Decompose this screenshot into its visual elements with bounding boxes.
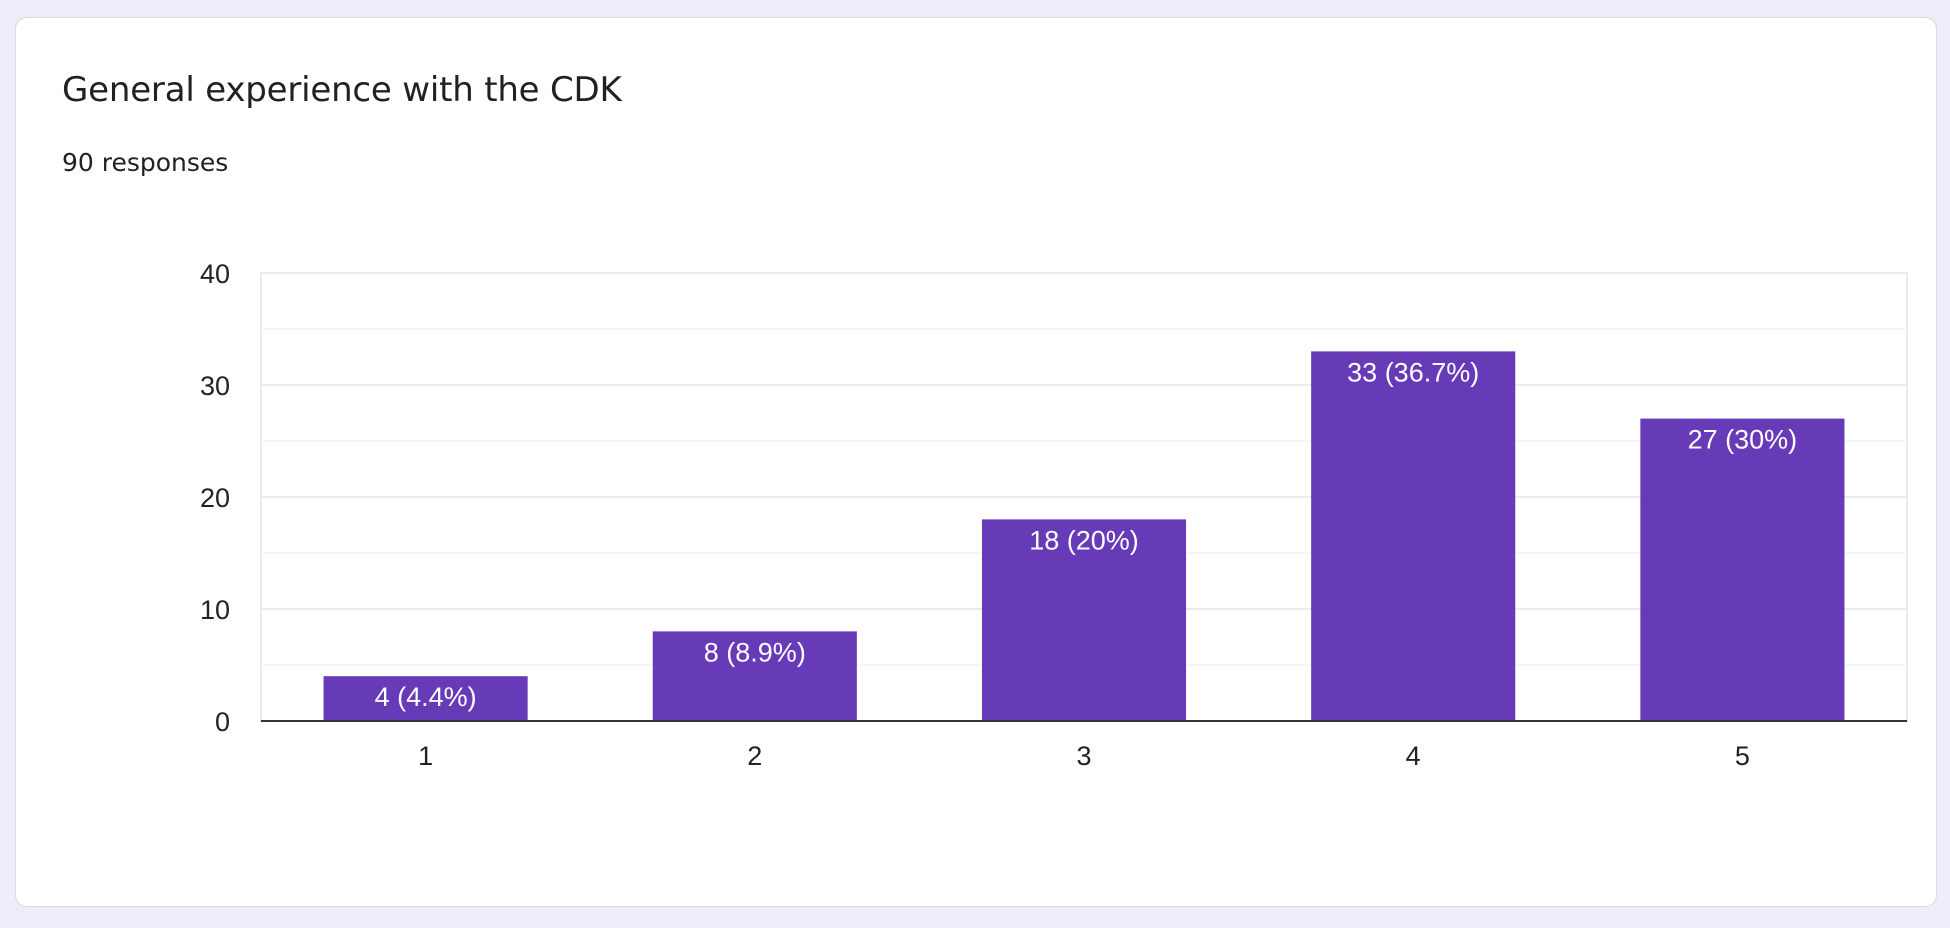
response-count: 90 responses bbox=[62, 148, 229, 177]
bar-1 bbox=[323, 676, 528, 721]
x-tick-label: 2 bbox=[747, 741, 762, 771]
y-tick-label: 30 bbox=[200, 371, 230, 401]
y-tick-label: 40 bbox=[200, 259, 230, 289]
y-tick-label: 20 bbox=[200, 483, 230, 513]
bar-data-label: 33 (36.7%) bbox=[1347, 357, 1479, 387]
bar-4 bbox=[1311, 351, 1516, 721]
bar-data-label: 27 (30%) bbox=[1688, 425, 1798, 455]
x-tick-label: 1 bbox=[418, 741, 433, 771]
bar-data-label: 8 (8.9%) bbox=[704, 637, 806, 667]
chart-axes: 0 10 20 30 40 1 2 3 4 5 bbox=[200, 259, 1907, 771]
bar-data-label: 18 (20%) bbox=[1029, 525, 1139, 555]
y-tick-label: 10 bbox=[200, 595, 230, 625]
bar-5 bbox=[1640, 418, 1845, 721]
y-tick-label: 0 bbox=[215, 707, 230, 737]
chart-card bbox=[15, 17, 1937, 907]
chart-title: General experience with the CDK bbox=[62, 70, 622, 110]
chart-bars: 4 (4.4%) 8 (8.9%) 18 (20%) 33 (36.7%) 27 (30… bbox=[323, 351, 1845, 721]
x-tick-label: 4 bbox=[1406, 741, 1421, 771]
bar-3 bbox=[981, 519, 1187, 721]
bar-data-label: 4 (4.4%) bbox=[375, 682, 477, 712]
bar-2 bbox=[652, 631, 857, 721]
x-tick-label: 3 bbox=[1076, 741, 1091, 771]
x-tick-label: 5 bbox=[1735, 741, 1750, 771]
